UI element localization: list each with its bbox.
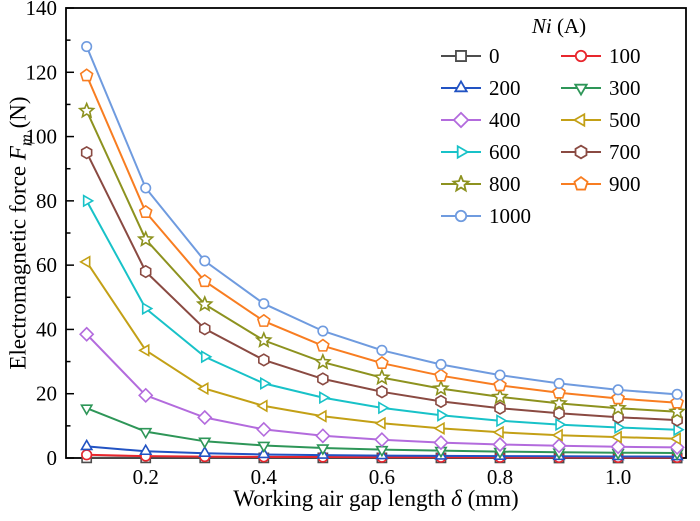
triangle-up-marker-icon [441,79,481,93]
legend-item-900: 900 [560,173,678,195]
y-tick-label: 20 [36,382,57,406]
x-tick-label: 0.6 [369,465,395,489]
y-axis-label-text: Electromagnetic force [5,160,31,370]
y-tick-label: 60 [36,253,57,277]
hexagon-marker-icon [561,144,601,160]
legend-item-200: 200 [440,77,558,99]
series-500 [79,255,681,446]
y-tick-label: 80 [36,189,57,213]
legend-item-1000: 1000 [440,205,558,227]
series-700 [80,145,683,427]
legend-item-0: 0 [440,45,558,67]
circle-marker-icon [561,49,601,63]
x-axis-label-text: Working air gap length [233,486,452,511]
legend-label: 700 [609,140,641,164]
legend-label: 1000 [489,204,531,228]
x-tick-label: 0.2 [133,465,159,489]
legend-item-600: 600 [440,141,558,163]
y-tick-label: 40 [36,317,57,341]
diamond-marker-icon [441,111,481,129]
y-axis-label: Electromagnetic force Fm (N) [6,96,37,369]
legend-label: 100 [609,44,641,68]
series-400 [79,326,685,456]
tick-labels: 0.2 0.4 0.6 0.8 1.0 0 20 40 60 80 100 120 140 [26,0,632,489]
legend-item-100: 100 [560,45,678,67]
triangle-down-marker-icon [561,83,601,97]
legend-label: 0 [489,44,500,68]
series-600 [82,194,685,437]
x-tick-label: 1.0 [605,465,631,489]
circle-marker-icon [441,209,481,223]
legend-label: 500 [609,108,641,132]
triangle-left-marker-icon [561,112,601,128]
legend-item-700: 700 [560,141,678,163]
triangle-right-marker-icon [441,144,481,160]
legend-label: 200 [489,76,521,100]
y-axis-symbol: F [5,146,31,161]
legend-label: 400 [489,108,521,132]
legend-label: 600 [489,140,521,164]
legend-item-800: 800 [440,173,558,195]
legend-title-symbol: Ni [531,14,552,38]
y-axis-subscript: m [16,134,36,147]
legend-label: 800 [489,172,521,196]
square-marker-icon [441,50,481,62]
legend-title: Ni (A) [440,14,678,39]
legend-title-unit: (A) [551,14,587,38]
y-tick-label: 100 [26,125,58,149]
pentagon-marker-icon [561,176,601,191]
series-1000 [81,41,683,400]
x-axis-unit: (mm) [461,486,519,511]
legend-label: 300 [609,76,641,100]
y-axis-unit: (N) [5,96,31,135]
x-tick-label: 0.4 [251,465,278,489]
legend-label: 900 [609,172,641,196]
y-tick-label: 0 [47,446,58,470]
series-300 [80,404,684,461]
series-800 [77,101,687,420]
legend-item-500: 500 [560,109,678,131]
legend-item-300: 300 [560,77,678,99]
legend: Ni (A) 0 100 200 300 400 500 600 700 800 900 1000 [440,14,678,227]
x-tick-label: 0.8 [487,465,513,489]
legend-entries: 0 100 200 300 400 500 600 700 800 900 1000 [440,45,678,227]
x-axis-label: Working air gap length δ (mm) [233,486,518,512]
series-900 [79,68,685,409]
star-marker-icon [441,175,481,193]
y-tick-label: 140 [26,0,58,20]
y-tick-label: 120 [26,60,58,84]
legend-item-400: 400 [440,109,558,131]
x-axis-symbol: δ [451,486,462,511]
